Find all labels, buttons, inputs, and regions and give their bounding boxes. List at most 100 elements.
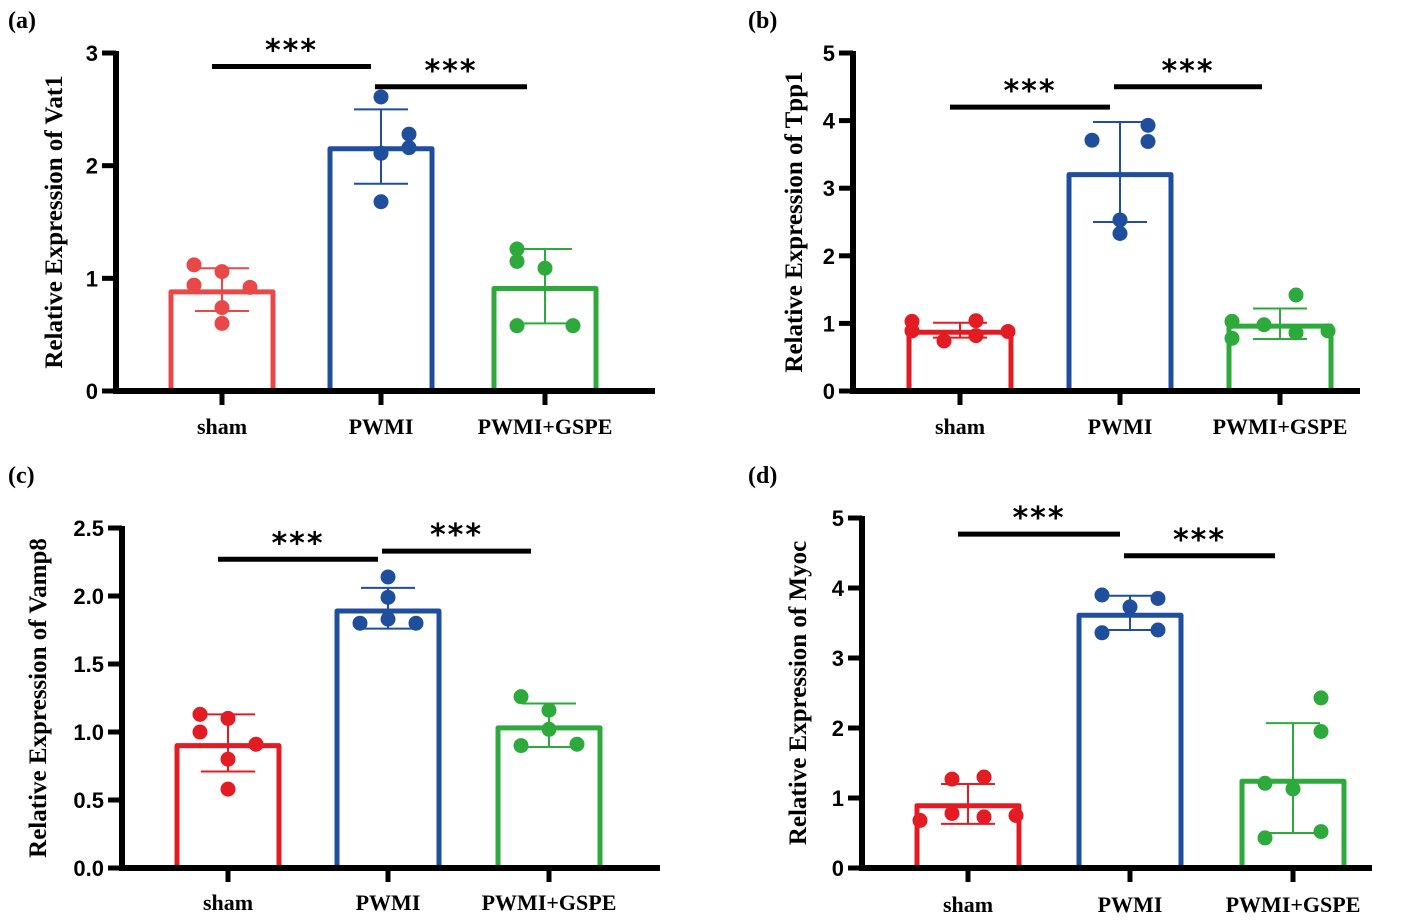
y-tick-label: 1.0: [73, 720, 104, 745]
data-point: [509, 318, 525, 334]
category-label: PWMI+GSPE: [478, 414, 613, 439]
data-point: [976, 809, 992, 825]
y-tick-label: 1: [86, 266, 98, 291]
y-tick-label: 2.0: [73, 584, 104, 609]
data-point: [408, 615, 424, 631]
data-point: [1150, 591, 1166, 606]
data-point: [1257, 830, 1273, 846]
bar-pwmi: [334, 608, 442, 868]
y-tick-label: 1: [823, 311, 835, 336]
bar-pwmi-plus-gspe: [495, 725, 603, 868]
category-label: PWMI: [1098, 892, 1163, 917]
panel-b: (b) Relative Expression of Tpp1 sham PWMI PW…: [748, 8, 1360, 439]
category-label: PWMI: [1088, 414, 1153, 439]
data-point: [1094, 587, 1110, 603]
y-tick-label: 2: [823, 244, 835, 269]
y-axis-title: Relative Expression of Myoc: [785, 541, 812, 845]
y-axis-title: Relative Expression of Vamp8: [25, 538, 52, 858]
panel-d: (d) Relative Expression of Myoc sham PWMI PW…: [748, 463, 1372, 917]
y-tick-label: 5: [823, 41, 835, 66]
data-point: [509, 241, 525, 257]
data-point: [242, 279, 258, 295]
data-point: [968, 328, 984, 344]
significance-label: ***: [1003, 74, 1056, 109]
panel-label: (d): [748, 463, 777, 489]
data-point: [373, 145, 389, 161]
category-label: PWMI: [356, 890, 421, 915]
y-tick-label: 1: [832, 786, 844, 811]
category-label: sham: [943, 892, 993, 917]
data-point: [214, 315, 230, 331]
significance-label: ***: [1012, 501, 1065, 536]
y-tick-label: 4: [823, 109, 836, 134]
significance-label: ***: [265, 34, 318, 69]
data-point: [1313, 690, 1329, 706]
bar-pwmi: [327, 146, 435, 391]
y-axis-title: Relative Expression of Tpp1: [781, 71, 808, 372]
category-label: PWMI+GSPE: [1213, 414, 1348, 439]
data-point: [192, 724, 208, 740]
data-point: [513, 689, 529, 705]
data-point: [569, 736, 585, 752]
data-point: [192, 706, 208, 722]
data-point: [1094, 625, 1110, 641]
data-point: [541, 721, 557, 737]
category-label: sham: [197, 414, 247, 439]
data-point: [1224, 330, 1240, 346]
data-point: [1313, 724, 1329, 739]
data-point: [1224, 313, 1240, 329]
y-tick-label: 0: [86, 379, 98, 404]
category-label: PWMI+GSPE: [1226, 892, 1361, 917]
data-point: [220, 710, 236, 726]
data-point: [1140, 117, 1156, 133]
panel-c: (c) Relative Expression of Vamp8 sham PWMI P…: [8, 463, 660, 915]
y-axis-title: Relative Expression of Vat1: [41, 75, 68, 368]
data-point: [214, 300, 230, 316]
data-point: [401, 140, 417, 156]
bar-pwmi: [1076, 612, 1184, 868]
significance-label: ***: [1173, 523, 1226, 558]
panel-label: (a): [8, 8, 36, 34]
panel-a: (a) Relative Expression of Vat1 sham PWMI PW…: [8, 8, 655, 439]
y-tick-label: 3: [823, 176, 835, 201]
data-point: [380, 611, 396, 627]
data-point: [537, 260, 553, 276]
data-point: [1150, 622, 1166, 638]
data-point: [1008, 808, 1024, 823]
data-point: [186, 277, 202, 293]
data-point: [968, 313, 984, 329]
data-point: [509, 253, 525, 269]
data-point: [186, 257, 202, 273]
data-point: [976, 769, 992, 785]
data-point: [1140, 134, 1156, 150]
y-tick-label: 2.5: [73, 516, 104, 541]
data-point: [1122, 599, 1138, 615]
data-point: [220, 751, 236, 767]
data-point: [373, 89, 389, 105]
data-point: [1084, 132, 1100, 148]
y-tick-label: 0: [832, 856, 844, 881]
data-point: [1256, 317, 1272, 333]
data-point: [1112, 212, 1128, 228]
y-tick-label: 4: [832, 576, 845, 601]
data-point: [541, 702, 557, 718]
category-label: PWMI: [349, 414, 414, 439]
data-point: [380, 589, 396, 605]
category-label: sham: [935, 414, 985, 439]
data-point: [352, 615, 368, 631]
data-point: [1000, 324, 1016, 340]
y-tick-label: 0: [823, 379, 835, 404]
data-point: [1288, 287, 1304, 303]
data-point: [513, 738, 529, 754]
significance-label: ***: [271, 526, 324, 561]
category-label: PWMI+GSPE: [482, 890, 617, 915]
significance-label: ***: [424, 54, 477, 89]
category-label: sham: [203, 890, 253, 915]
data-point: [373, 194, 389, 210]
data-point: [944, 805, 960, 821]
y-tick-label: 0.0: [73, 856, 104, 881]
data-point: [936, 333, 952, 349]
y-tick-label: 2: [86, 154, 98, 179]
data-point: [220, 781, 236, 797]
